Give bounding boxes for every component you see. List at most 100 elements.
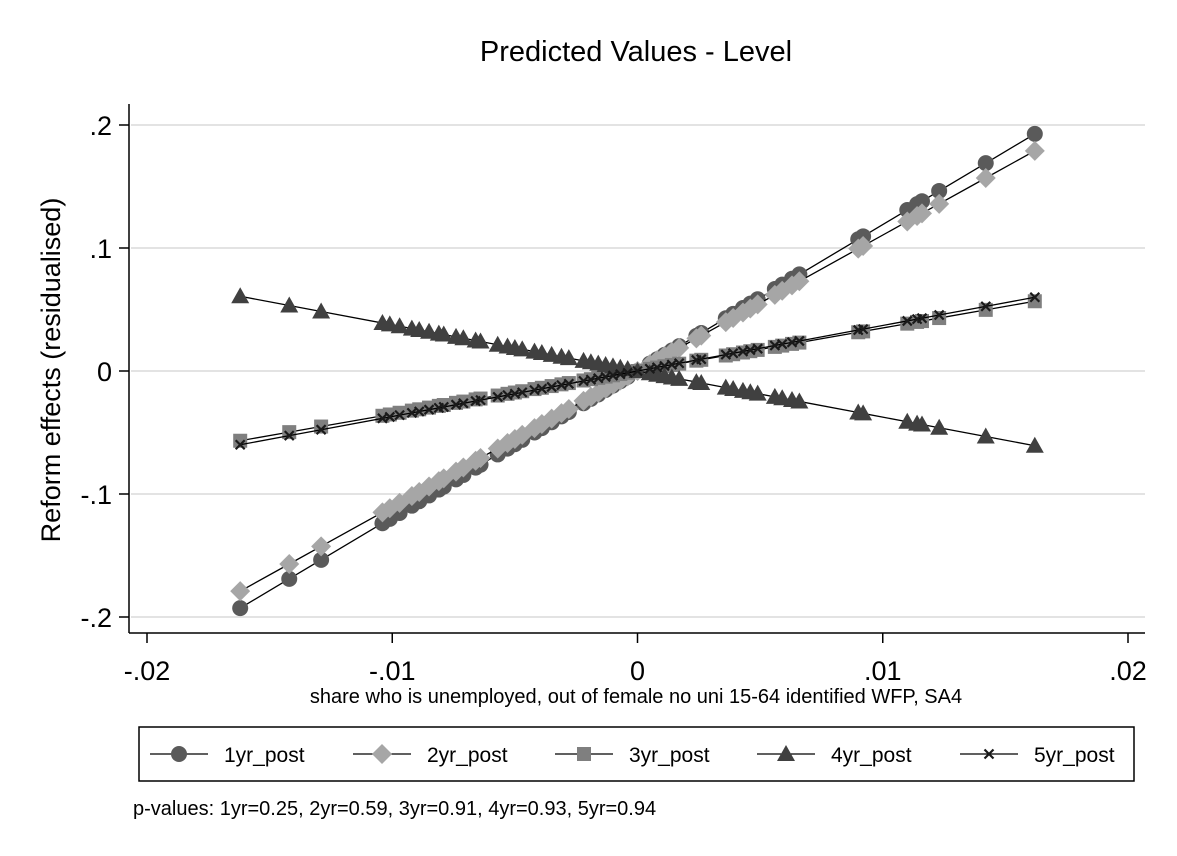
data-point: [975, 168, 996, 189]
data-point: [673, 357, 685, 369]
data-point: [901, 315, 913, 327]
data-point: [313, 551, 330, 568]
x-tick-label: -.01: [369, 656, 416, 686]
data-point: [436, 398, 451, 413]
legend-label: 2yr_post: [427, 744, 508, 767]
legend-marker: [777, 745, 795, 761]
data-point: [933, 309, 945, 321]
data-point: [790, 392, 809, 409]
y-axis-label: Reform effects (residualised): [36, 198, 66, 543]
data-point: [1029, 291, 1041, 303]
data-point: [930, 418, 949, 435]
y-tick-label: .2: [89, 111, 112, 141]
data-point: [914, 314, 929, 329]
data-point: [234, 439, 246, 451]
series-layer: [230, 125, 1045, 617]
axis-ticks: -.2 -.1 0 .1 .2 -.02 -.01 0 .01 .02: [80, 111, 1146, 686]
data-point: [752, 343, 763, 354]
data-point: [390, 317, 409, 334]
legend-marker: [577, 747, 591, 761]
data-point: [1025, 436, 1044, 453]
data-point: [394, 409, 405, 421]
data-point: [622, 367, 633, 379]
data-point: [912, 415, 931, 432]
series-5yr_post: [234, 291, 1041, 451]
y-tick-label: -.1: [80, 480, 112, 510]
data-point: [632, 365, 643, 377]
p-values-note: p-values: 1yr=0.25, 2yr=0.59, 3yr=0.91, …: [133, 798, 656, 820]
data-point: [497, 433, 518, 454]
data-point: [536, 383, 548, 395]
data-point: [230, 581, 251, 602]
y-tick-label: .1: [89, 234, 112, 264]
data-point: [727, 347, 739, 359]
legend-item-2yr_post: 2yr_post: [353, 744, 508, 767]
data-point: [857, 323, 869, 335]
data-point: [314, 419, 329, 434]
legend-label: 5yr_post: [1034, 744, 1115, 767]
series-2yr_post: [230, 140, 1045, 602]
data-point: [279, 553, 300, 574]
x-axis-label: share who is unemployed, out of female n…: [310, 686, 962, 708]
data-point: [392, 405, 407, 420]
x-tick-label: .01: [864, 656, 902, 686]
data-point: [434, 325, 453, 342]
data-point: [748, 384, 767, 401]
data-point: [312, 302, 331, 319]
chart-title: Predicted Values - Level: [480, 36, 792, 68]
data-point: [794, 335, 805, 347]
data-point: [916, 312, 928, 324]
data-point: [853, 235, 874, 256]
legend-item-5yr_post: 5yr_post: [960, 744, 1115, 767]
data-point: [516, 387, 528, 398]
data-point: [980, 301, 992, 312]
data-point: [977, 155, 994, 172]
data-point: [458, 398, 469, 409]
data-point: [315, 424, 327, 435]
x-tick-label: .02: [1109, 656, 1147, 686]
data-point: [670, 369, 689, 386]
data-point: [559, 349, 578, 366]
data-point: [563, 378, 575, 390]
legend: 1yr_post 2yr_post 3yr_post 4yr_post 5yr_post: [150, 744, 1115, 767]
data-point: [492, 391, 503, 403]
legend-label: 3yr_post: [629, 744, 710, 767]
data-point: [475, 394, 486, 406]
data-point: [423, 404, 435, 415]
data-point: [669, 337, 690, 358]
data-point: [747, 294, 768, 315]
legend-item-4yr_post: 4yr_post: [757, 744, 912, 767]
data-point: [929, 193, 950, 214]
data-point: [911, 203, 932, 224]
legend-box: [138, 726, 1135, 782]
data-point: [1024, 140, 1045, 161]
data-point: [456, 394, 471, 409]
data-point: [232, 600, 249, 617]
data-point: [413, 406, 425, 417]
data-point: [913, 193, 930, 210]
data-point: [932, 311, 947, 326]
data-point: [789, 271, 810, 292]
data-point: [692, 373, 711, 390]
data-point: [976, 427, 995, 444]
x-tick-label: 0: [630, 656, 645, 686]
data-point: [792, 335, 807, 350]
data-point: [280, 296, 299, 313]
legend-item-1yr_post: 1yr_post: [150, 744, 305, 767]
data-point: [546, 381, 557, 393]
data-point: [1026, 125, 1043, 142]
legend-marker: [171, 746, 187, 762]
data-point: [471, 332, 490, 349]
y-tick-label: -.2: [80, 603, 112, 633]
data-point: [558, 399, 579, 420]
data-point: [372, 502, 393, 523]
data-point: [513, 340, 532, 357]
legend-item-3yr_post: 3yr_post: [555, 744, 710, 767]
data-point: [776, 338, 788, 350]
data-point: [931, 182, 948, 199]
legend-label: 1yr_post: [224, 744, 305, 767]
data-point: [384, 411, 396, 423]
data-point: [470, 447, 491, 468]
data-point: [473, 391, 488, 406]
